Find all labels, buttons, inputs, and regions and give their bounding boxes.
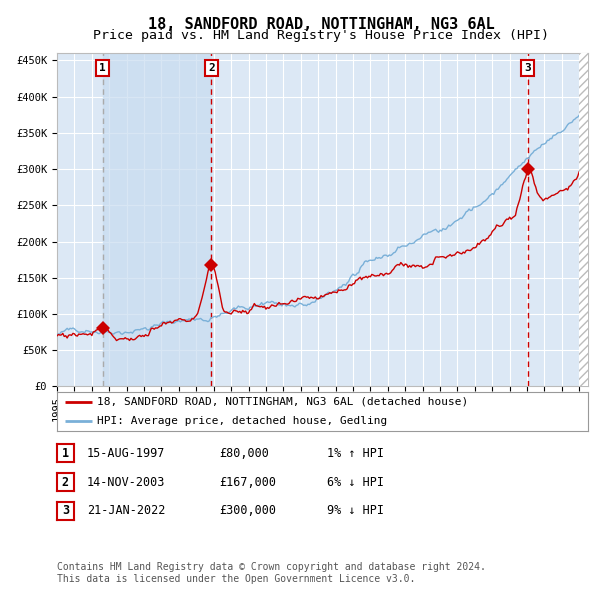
Text: 6% ↓ HPI: 6% ↓ HPI (327, 476, 384, 489)
Bar (103, 53, 211, 386)
Bar (579, 53, 588, 386)
Text: 21-JAN-2022: 21-JAN-2022 (87, 504, 166, 517)
Text: HPI: Average price, detached house, Gedling: HPI: Average price, detached house, Gedl… (97, 416, 387, 426)
Text: 15-AUG-1997: 15-AUG-1997 (87, 447, 166, 460)
Text: 18, SANDFORD ROAD, NOTTINGHAM, NG3 6AL (detached house): 18, SANDFORD ROAD, NOTTINGHAM, NG3 6AL (… (97, 397, 468, 407)
Text: Contains HM Land Registry data © Crown copyright and database right 2024.
This d: Contains HM Land Registry data © Crown c… (57, 562, 486, 584)
Text: £80,000: £80,000 (219, 447, 269, 460)
Text: 18, SANDFORD ROAD, NOTTINGHAM, NG3 6AL: 18, SANDFORD ROAD, NOTTINGHAM, NG3 6AL (148, 17, 494, 31)
Text: £167,000: £167,000 (219, 476, 276, 489)
Text: 2: 2 (62, 476, 69, 489)
Text: 3: 3 (62, 504, 69, 517)
Text: 3: 3 (524, 63, 532, 73)
Text: 2: 2 (208, 63, 215, 73)
Text: 1: 1 (62, 447, 69, 460)
Text: 1% ↑ HPI: 1% ↑ HPI (327, 447, 384, 460)
Text: 14-NOV-2003: 14-NOV-2003 (87, 476, 166, 489)
Text: 9% ↓ HPI: 9% ↓ HPI (327, 504, 384, 517)
Text: Price paid vs. HM Land Registry's House Price Index (HPI): Price paid vs. HM Land Registry's House … (93, 30, 549, 42)
Text: £300,000: £300,000 (219, 504, 276, 517)
Text: 1: 1 (99, 63, 106, 73)
